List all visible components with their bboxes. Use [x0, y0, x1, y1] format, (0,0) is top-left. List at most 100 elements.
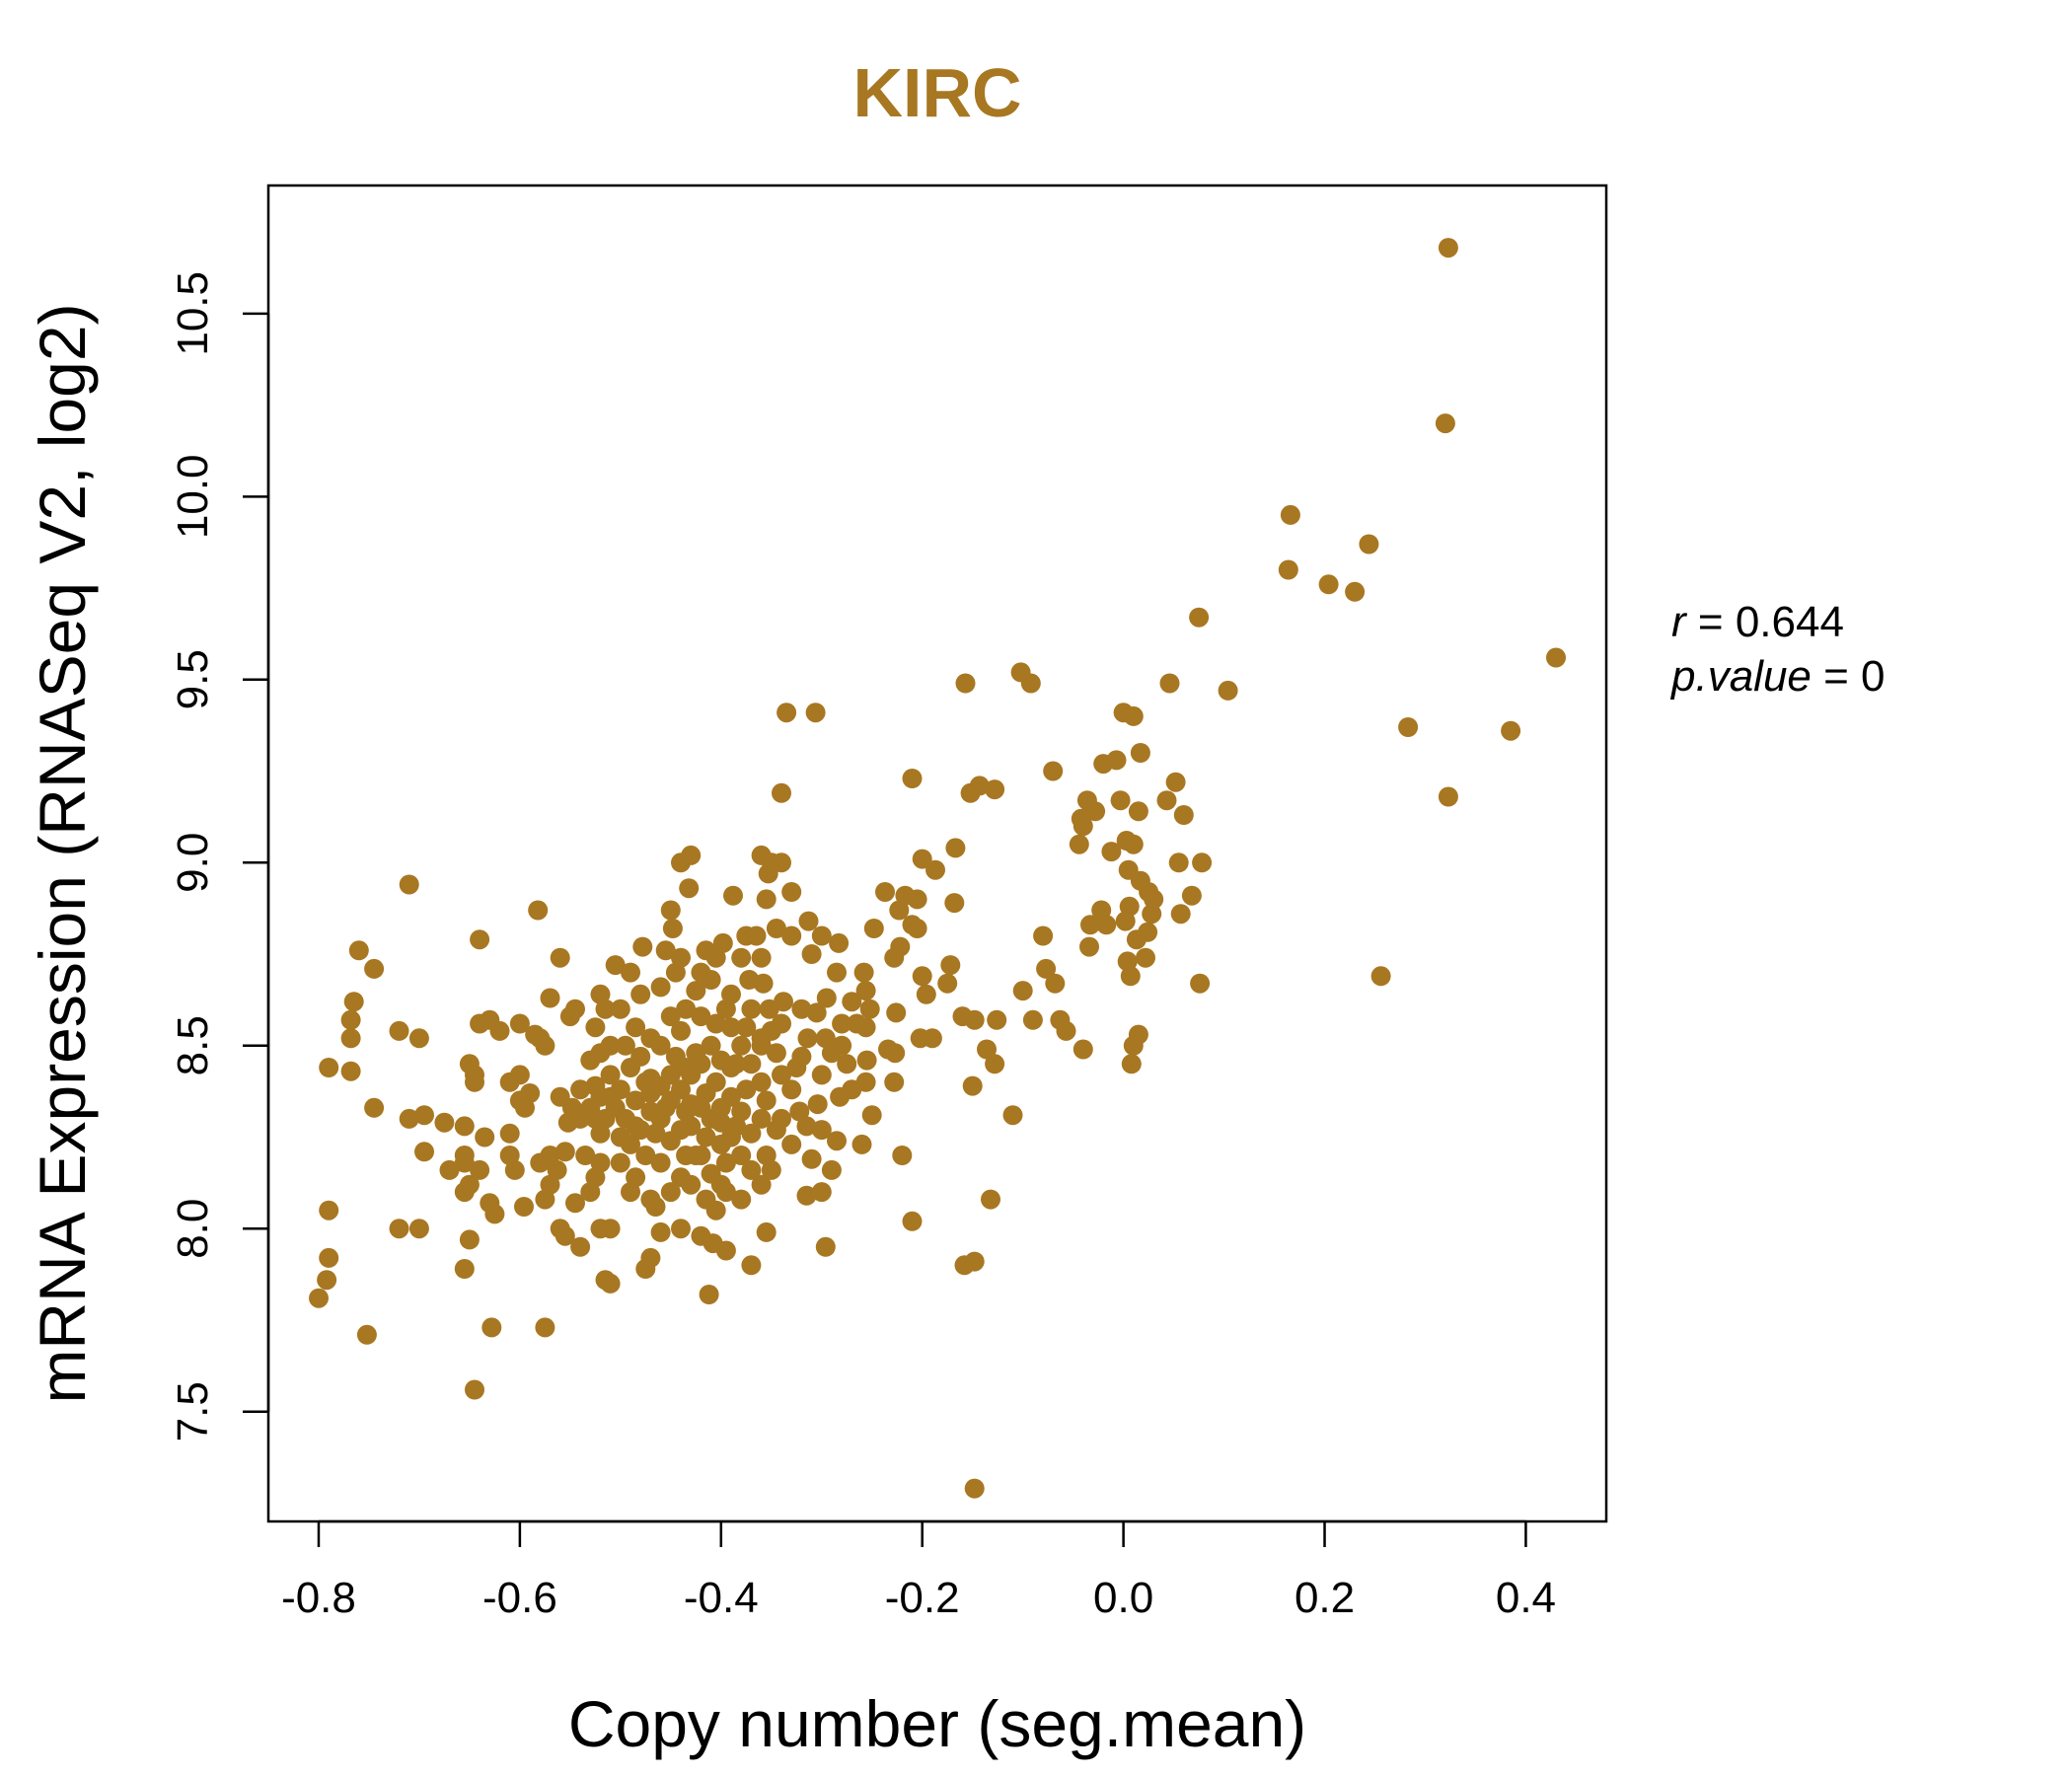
data-point: [1165, 772, 1186, 792]
data-point: [570, 1236, 591, 1257]
data-point: [772, 1065, 791, 1085]
data-point: [1159, 673, 1180, 694]
data-point: [1123, 705, 1144, 726]
data-point: [781, 1134, 802, 1154]
data-point: [710, 1050, 731, 1071]
data-point: [504, 1159, 525, 1180]
data-point: [676, 1058, 697, 1077]
data-point: [912, 966, 932, 987]
data-point: [766, 1120, 786, 1141]
data-point: [681, 845, 702, 865]
data-point: [751, 1174, 772, 1195]
data-point: [759, 999, 779, 1019]
data-point: [1501, 720, 1521, 741]
data-point: [801, 1148, 822, 1169]
data-point: [439, 1159, 460, 1180]
data-point: [605, 955, 626, 976]
data-point: [480, 1193, 500, 1214]
data-point: [1079, 936, 1099, 957]
data-point: [1002, 1105, 1023, 1126]
data-point: [884, 947, 905, 968]
x-tick-label: -0.2: [885, 1574, 960, 1622]
data-point: [736, 925, 757, 946]
data-point: [650, 977, 671, 998]
data-point: [1173, 805, 1194, 825]
data-point: [580, 1050, 601, 1071]
data-point: [671, 1020, 691, 1041]
data-point: [837, 1054, 857, 1074]
data-point: [1546, 647, 1566, 668]
data-point: [731, 1189, 752, 1210]
data-point: [408, 1219, 429, 1239]
data-point: [635, 1146, 656, 1165]
data-point: [955, 673, 976, 694]
data-point: [1136, 947, 1155, 968]
data-point: [470, 1159, 490, 1180]
data-point: [470, 1013, 490, 1034]
data-point: [514, 1197, 534, 1217]
data-point: [340, 1028, 361, 1049]
data-point: [960, 782, 981, 803]
data-point: [1438, 238, 1458, 259]
y-tick-label: 10.0: [169, 454, 217, 539]
data-point: [751, 947, 772, 968]
data-point: [399, 1108, 419, 1129]
data-point: [414, 1105, 434, 1126]
data-point: [1012, 981, 1033, 1001]
data-point: [465, 1379, 484, 1400]
data-point: [681, 1174, 702, 1195]
data-point: [821, 1159, 842, 1180]
x-tick-label: 0.0: [1093, 1574, 1153, 1622]
data-point: [821, 1043, 842, 1064]
data-point: [861, 1105, 882, 1126]
data-point: [530, 1152, 551, 1173]
data-point: [1069, 834, 1089, 854]
data-point: [985, 1054, 1005, 1074]
data-point: [640, 1069, 661, 1089]
data-point: [805, 703, 826, 723]
data-point: [364, 958, 385, 979]
data-point: [721, 1017, 741, 1038]
y-axis: 7.5 8.0 8.5 9.0 9.5 10.0 10.5: [169, 271, 270, 1442]
data-point: [925, 859, 945, 880]
data-point: [610, 1152, 630, 1173]
data-point: [595, 999, 616, 1019]
x-axis: -0.8 -0.6 -0.4 -0.2 0.0 0.2 0.4: [281, 1519, 1556, 1622]
data-point: [550, 1086, 570, 1107]
data-point: [715, 1240, 736, 1261]
x-tick-label: -0.8: [281, 1574, 356, 1622]
data-point: [550, 947, 570, 968]
data-point: [937, 973, 958, 994]
y-tick-label: 8.5: [169, 1015, 217, 1075]
data-point: [632, 936, 653, 957]
data-point: [940, 955, 961, 976]
data-point: [736, 1079, 757, 1100]
x-axis-title: Copy number (seg.mean): [568, 1687, 1306, 1760]
data-point: [600, 1086, 621, 1107]
data-point: [1170, 904, 1191, 925]
data-point: [962, 1075, 983, 1096]
data-point: [977, 1039, 997, 1060]
data-point: [575, 1146, 596, 1165]
data-point: [832, 1013, 852, 1034]
data-point: [1115, 911, 1136, 931]
y-tick-label: 7.5: [169, 1381, 217, 1442]
y-tick-label: 9.5: [169, 649, 217, 709]
data-point: [907, 919, 927, 938]
data-point: [465, 1072, 484, 1092]
y-axis-title: mRNA Expression (RNASeq V2, log2): [26, 303, 99, 1403]
data-point: [878, 1039, 898, 1060]
data-point: [797, 1028, 818, 1049]
data-point: [540, 988, 560, 1008]
data-point: [343, 992, 364, 1012]
data-point: [1156, 790, 1177, 811]
data-point: [1181, 885, 1202, 906]
x-tick-label: -0.4: [684, 1574, 759, 1622]
data-point: [715, 1182, 736, 1203]
data-point: [650, 1221, 671, 1242]
plot-frame: [266, 184, 1608, 1523]
data-point: [662, 919, 683, 938]
data-point: [766, 1043, 786, 1064]
data-point: [356, 1324, 377, 1345]
data-point: [815, 1236, 836, 1257]
